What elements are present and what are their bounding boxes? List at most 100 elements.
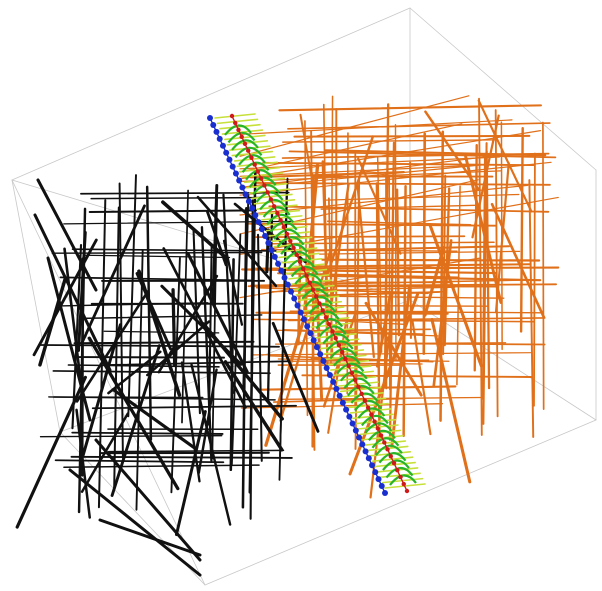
left-edge [77, 230, 87, 352]
left-edge [63, 247, 84, 396]
middle-arc [350, 392, 379, 404]
bounding-box [11, 7, 597, 586]
middle-arc [273, 228, 302, 240]
left-edge [161, 200, 228, 259]
right-edge [239, 123, 463, 173]
middle-arc [357, 407, 386, 419]
middle-arc [368, 429, 396, 442]
middle-edge [320, 343, 362, 350]
right-edge [375, 294, 392, 368]
middle-arc [364, 422, 393, 434]
middle-arc [269, 221, 298, 233]
left-edge [98, 518, 202, 557]
middle-edge [315, 333, 357, 339]
right-edges [239, 95, 560, 499]
left-edge [223, 360, 284, 452]
left-edge [118, 182, 124, 459]
right-edge [324, 149, 547, 157]
middle-arc [332, 355, 361, 367]
right-edge [490, 202, 546, 319]
right-edge [354, 179, 361, 450]
middle-edge [295, 290, 338, 296]
right-edge [288, 150, 557, 159]
left-edge [135, 249, 144, 511]
left-edge [186, 251, 249, 374]
right-edge [301, 374, 533, 378]
middle-arc [382, 459, 410, 471]
middle-arc [290, 265, 319, 278]
right-edge [239, 257, 481, 299]
middle-arc [325, 340, 354, 352]
right-edge [239, 179, 479, 235]
right-edge [304, 120, 309, 417]
right-edge [533, 152, 536, 407]
middle-arc [329, 347, 358, 360]
right-edge [424, 110, 481, 191]
left-edge [75, 290, 150, 403]
left-edge [190, 363, 232, 526]
right-edge [293, 134, 531, 138]
left-edge [271, 321, 320, 433]
right-edge [239, 130, 542, 180]
left-edge [71, 244, 83, 430]
left-edge [197, 368, 218, 475]
right-edge [326, 220, 472, 226]
left-edge [146, 320, 211, 377]
middle-arc [262, 206, 291, 218]
middle-arc [231, 139, 259, 151]
middle-edge [236, 161, 278, 168]
right-edge [364, 301, 423, 397]
left-edge [180, 361, 201, 483]
middle-arc [301, 288, 330, 300]
right-edge [471, 114, 500, 239]
right-edge [376, 157, 383, 353]
middle-arc [297, 280, 326, 293]
left-edge [83, 254, 231, 259]
left-edge [170, 256, 181, 494]
middle-arc [259, 198, 287, 211]
right-edge [411, 320, 432, 436]
right-edge [239, 165, 471, 177]
left-edge [107, 350, 162, 395]
left-edge [137, 269, 182, 397]
right-edge [254, 182, 551, 186]
left-edge [211, 183, 219, 306]
right-edge [346, 132, 349, 395]
bounding-box-edge [11, 7, 411, 181]
middle-arc [378, 452, 407, 464]
middle-arc [336, 362, 365, 374]
left-edge [68, 468, 202, 577]
right-edge [356, 184, 375, 359]
middle-arc [276, 236, 305, 248]
middle-arc [304, 295, 333, 307]
bounding-box-edge [11, 179, 206, 586]
left-edge [52, 370, 271, 375]
left-edge [222, 239, 244, 326]
middle-arc [224, 124, 252, 136]
middle-arc [238, 154, 266, 166]
middle-arcs [224, 124, 417, 486]
right-edge [302, 163, 320, 314]
left-edge [81, 323, 122, 458]
right-edge [383, 103, 390, 389]
left-edge [46, 256, 92, 422]
right-edge [239, 95, 470, 157]
left-edge [229, 258, 235, 471]
middle-edge [349, 408, 392, 414]
right-edge [430, 318, 472, 484]
middle-edge [233, 156, 276, 162]
right-edge [239, 156, 501, 170]
bounding-box-edge [204, 419, 597, 586]
right-edge [262, 161, 535, 167]
node-column-edge [231, 115, 408, 492]
left-edge [90, 196, 263, 200]
right-edge [239, 119, 513, 135]
left-edge [80, 204, 146, 345]
bounding-box-edge [409, 7, 597, 171]
right-edge [323, 274, 542, 282]
right-edge [298, 341, 546, 346]
middle-arc [266, 213, 295, 226]
middle-arc [311, 310, 340, 322]
left-edge [32, 238, 98, 357]
left-edge [80, 412, 130, 493]
